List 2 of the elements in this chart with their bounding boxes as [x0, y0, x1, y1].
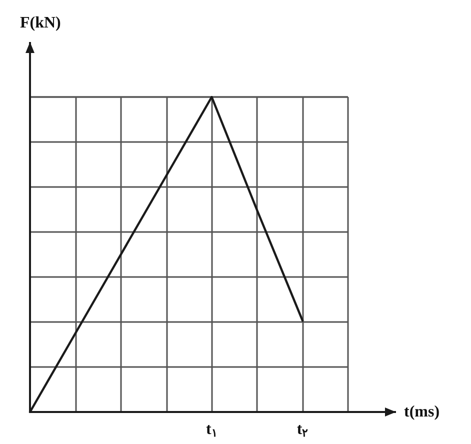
- y-axis-title: F(kN): [20, 14, 61, 32]
- x-axis-title: t(ms): [404, 404, 440, 420]
